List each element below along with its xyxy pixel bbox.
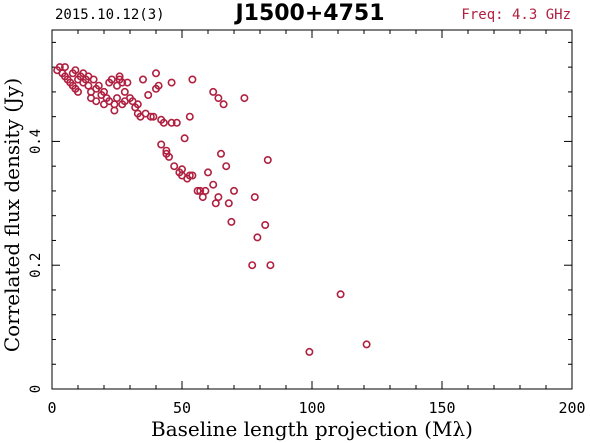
data-point (144, 91, 153, 100)
date-label: 2015.10.12(3) (55, 7, 165, 23)
frequency-label: Freq: 4.3 GHz (461, 7, 571, 23)
data-point (172, 118, 181, 127)
data-point (217, 149, 226, 158)
y-tick-labels: 0 0.2 0.4 (28, 129, 44, 393)
data-point (263, 156, 272, 165)
data-point (118, 78, 127, 87)
data-point (123, 78, 132, 87)
data-point (224, 199, 233, 208)
data-point (154, 81, 163, 90)
data-point (188, 75, 197, 84)
data-point (230, 186, 239, 195)
data-points (53, 63, 371, 356)
y-tick-label: 0 (28, 385, 44, 393)
data-point (165, 152, 174, 161)
data-point (120, 87, 129, 96)
data-point (188, 171, 197, 180)
data-point (214, 94, 223, 103)
x-tick-label: 0 (47, 399, 56, 417)
data-point (157, 140, 166, 149)
data-point (362, 340, 371, 349)
data-point (222, 162, 231, 171)
data-point (167, 118, 176, 127)
x-tick-label: 150 (428, 399, 455, 417)
data-point (113, 94, 122, 103)
data-point (170, 162, 179, 171)
x-tick-label: 50 (173, 399, 191, 417)
data-point (250, 193, 259, 202)
data-point (201, 186, 210, 195)
data-point (185, 112, 194, 121)
y-tick-label: 0.2 (28, 253, 44, 278)
data-point (159, 118, 168, 127)
x-tick-label: 100 (298, 399, 325, 417)
data-point (94, 81, 103, 90)
axis-ticks (51, 30, 573, 390)
data-point (336, 290, 345, 299)
data-point (133, 100, 142, 109)
data-point (253, 233, 262, 242)
data-point (178, 165, 187, 174)
data-point (240, 94, 249, 103)
data-point (227, 217, 236, 226)
data-point (89, 75, 98, 84)
data-point (149, 112, 158, 121)
y-axis-label: Correlated flux density (Jy) (0, 78, 24, 352)
data-point (261, 221, 270, 230)
data-point (139, 75, 148, 84)
data-point (107, 75, 116, 84)
data-point (193, 186, 202, 195)
source-name-title: J1500+4751 (233, 1, 384, 26)
y-tick-label: 0.4 (28, 129, 44, 154)
data-point (209, 87, 218, 96)
data-point (110, 106, 119, 115)
data-point (266, 261, 275, 270)
data-point (185, 171, 194, 180)
data-point (180, 134, 189, 143)
data-point (152, 69, 161, 78)
data-point (209, 180, 218, 189)
data-point (71, 66, 80, 75)
data-point (92, 97, 101, 106)
data-point (167, 78, 176, 87)
data-point (60, 63, 69, 72)
data-point (248, 261, 257, 270)
data-point (146, 112, 155, 121)
data-point (219, 100, 228, 109)
data-point (204, 168, 213, 177)
x-tick-labels: 0 50 100 150 200 (47, 399, 585, 417)
x-axis-label: Baseline length projection (Mλ) (151, 417, 473, 441)
x-tick-label: 200 (558, 399, 585, 417)
data-point (74, 87, 83, 96)
data-point (214, 193, 223, 202)
data-point (305, 347, 314, 356)
